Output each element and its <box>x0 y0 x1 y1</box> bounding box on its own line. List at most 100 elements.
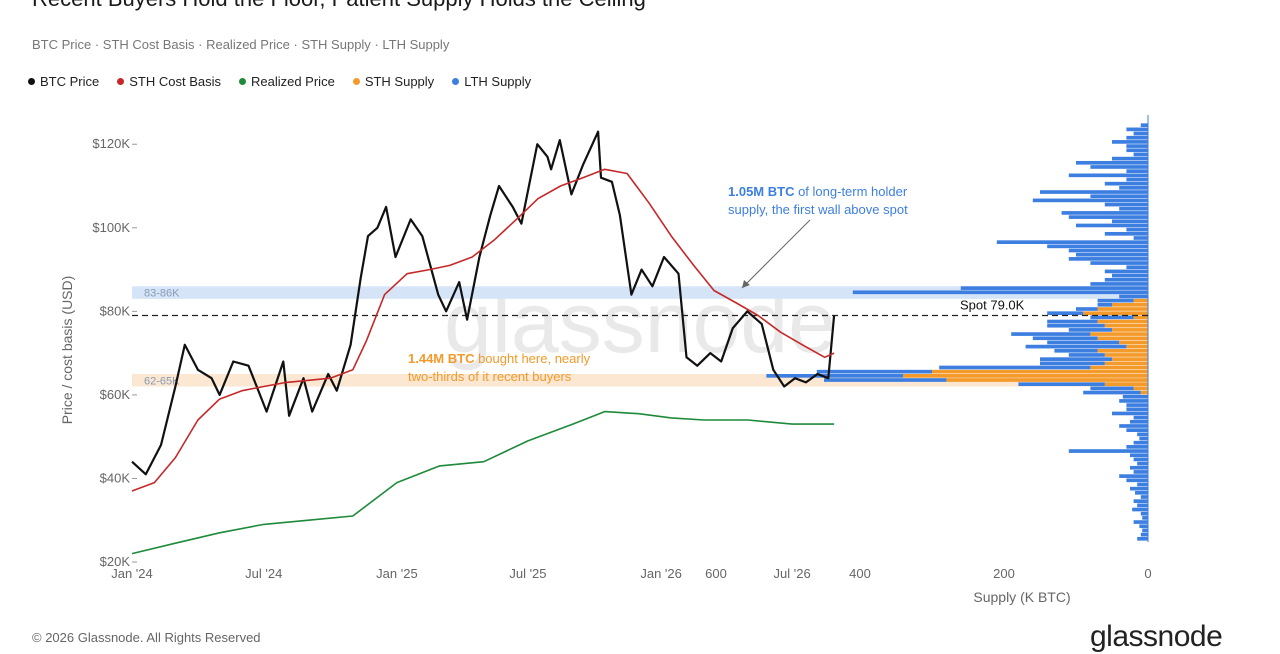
lth-supply-bar <box>1126 478 1148 483</box>
lth-supply-bar <box>1097 298 1134 303</box>
lth-supply-bar <box>1137 482 1148 487</box>
legend-item-sth-supply[interactable]: STH Supply <box>352 74 435 89</box>
sth-annotation-line1: 1.44M BTC bought here, nearly <box>408 351 591 366</box>
y-tick-label: $80K <box>100 303 131 318</box>
chart-subtitle: BTC Price · STH Cost Basis · Realized Pr… <box>32 37 450 52</box>
sth-supply-bar <box>1126 344 1148 349</box>
lth-annotation-line1: 1.05M BTC of long-term holder <box>728 184 908 199</box>
legend-item-lth-supply[interactable]: LTH Supply <box>452 74 531 89</box>
lth-supply-bar <box>1133 520 1148 524</box>
x-tick-label: Jan '25 <box>376 566 418 581</box>
lth-supply-bar <box>1032 336 1098 341</box>
sth-cost-basis-line <box>131 168 835 492</box>
lth-supply-bar <box>1068 449 1148 453</box>
lth-supply-bar <box>1139 436 1148 441</box>
sth-supply-bar <box>1083 311 1148 316</box>
lth-supply-bar <box>1139 524 1148 529</box>
legend-label-sth-cost-basis: STH Cost Basis <box>129 74 221 89</box>
lth-supply-bar <box>1040 190 1148 194</box>
legend-label-lth-supply: LTH Supply <box>464 74 532 89</box>
lth-supply-bar <box>1135 490 1148 495</box>
lth-supply-bar <box>1076 252 1148 257</box>
lth-supply-bar <box>1032 198 1148 203</box>
lth-supply-bar <box>1047 340 1120 345</box>
lth-supply-bar <box>1090 282 1148 286</box>
lth-supply-bar <box>1133 152 1148 157</box>
lth-supply-bar <box>1112 156 1148 161</box>
lth-supply-bar <box>1126 227 1148 232</box>
lth-supply-bar <box>1068 248 1148 253</box>
supply-tick-label: 400 <box>849 566 871 581</box>
lth-supply-bar <box>1140 495 1148 499</box>
lth-supply-bar <box>1112 219 1148 224</box>
sth-supply-bar <box>1119 340 1148 345</box>
lth-annotation-arrow <box>741 219 811 289</box>
y-tick-label: $100K <box>92 220 130 235</box>
lth-supply-bar <box>1126 127 1148 132</box>
lth-supply-bar <box>1112 273 1148 278</box>
lth-supply-bar <box>1119 206 1148 211</box>
legend-item-sth-cost-basis[interactable]: STH Cost Basis <box>117 74 221 89</box>
lth-supply-bar <box>1137 432 1148 437</box>
lth-supply-bar <box>852 290 1148 295</box>
lth-supply-bar <box>1011 332 1091 336</box>
legend-item-realized-price[interactable]: Realized Price <box>238 74 335 89</box>
lth-supply-bar <box>1130 465 1148 470</box>
lth-supply-bar <box>1090 386 1134 391</box>
lth-supply-bar <box>1104 181 1148 186</box>
sth-supply-bar <box>1104 353 1148 357</box>
lth-supply-bar <box>1119 424 1148 428</box>
realized-price-line <box>131 410 835 555</box>
lth-supply-bar <box>1137 503 1148 508</box>
lth-supply-bar <box>1126 407 1148 412</box>
legend-label-sth-supply: STH Supply <box>364 74 435 89</box>
sth-supply-bar <box>932 369 1148 374</box>
band-label-1: 62-65K <box>144 375 180 387</box>
lth-supply-bar <box>1133 470 1148 474</box>
lth-supply-bar <box>1104 269 1148 274</box>
lth-supply-bar <box>1068 257 1148 261</box>
sth-supply-bar <box>946 378 1148 382</box>
lth-supply-bar <box>1140 511 1148 516</box>
sth-supply-bar <box>1097 319 1148 324</box>
x-tick-label: Jan '26 <box>640 566 682 581</box>
sth-supply-bar <box>903 374 1148 378</box>
lth-supply-bar <box>1126 265 1148 270</box>
btc-price-line <box>131 130 836 476</box>
lth-supply-bar <box>1047 311 1084 316</box>
lth-supply-bar <box>1040 357 1112 361</box>
lth-supply-bar <box>1119 294 1148 299</box>
legend: BTC Price STH Cost Basis Realized Price … <box>28 74 531 89</box>
lth-supply-bar <box>1018 382 1105 387</box>
lth-supply-bar <box>1090 315 1134 320</box>
lth-supply-bar <box>1054 348 1098 353</box>
lth-supply-bar <box>1126 177 1148 182</box>
sth-supply-bar <box>1133 298 1148 303</box>
sth-supply-bar <box>1140 390 1148 395</box>
lth-supply-bar <box>960 286 1148 290</box>
lth-supply-bar <box>1130 419 1148 424</box>
legend-item-btc-price[interactable]: BTC Price <box>28 74 99 89</box>
sth-supply-bar <box>1112 302 1148 307</box>
lth-supply-bar <box>1090 165 1148 169</box>
lth-supply-bar <box>1119 186 1148 190</box>
lth-supply-bar <box>1126 135 1148 140</box>
legend-dot-realized-price <box>238 78 246 85</box>
lth-supply-bar <box>1140 123 1148 128</box>
lth-supply-bar <box>1040 361 1105 366</box>
lth-supply-bar <box>1126 144 1148 148</box>
lth-supply-bar <box>1142 516 1148 520</box>
supply-tick-label: 0 <box>1144 566 1151 581</box>
sth-supply-bar <box>1133 386 1148 391</box>
lth-annotation-line2: supply, the first wall above spot <box>728 202 908 217</box>
y-tick-label: $120K <box>92 136 130 151</box>
y-tick-label: $60K <box>100 387 131 402</box>
supply-tick-label: 600 <box>705 566 727 581</box>
legend-label-realized-price: Realized Price <box>250 74 335 89</box>
lth-supply-bar <box>1126 445 1148 449</box>
legend-dot-btc-price <box>28 78 35 85</box>
chart-title: Recent Buyers Hold the Floor, Patient Su… <box>32 0 646 12</box>
lth-supply-bar <box>1119 399 1148 403</box>
lth-supply-bar <box>1126 148 1148 153</box>
spot-label: Spot 79.0K <box>960 298 1025 313</box>
